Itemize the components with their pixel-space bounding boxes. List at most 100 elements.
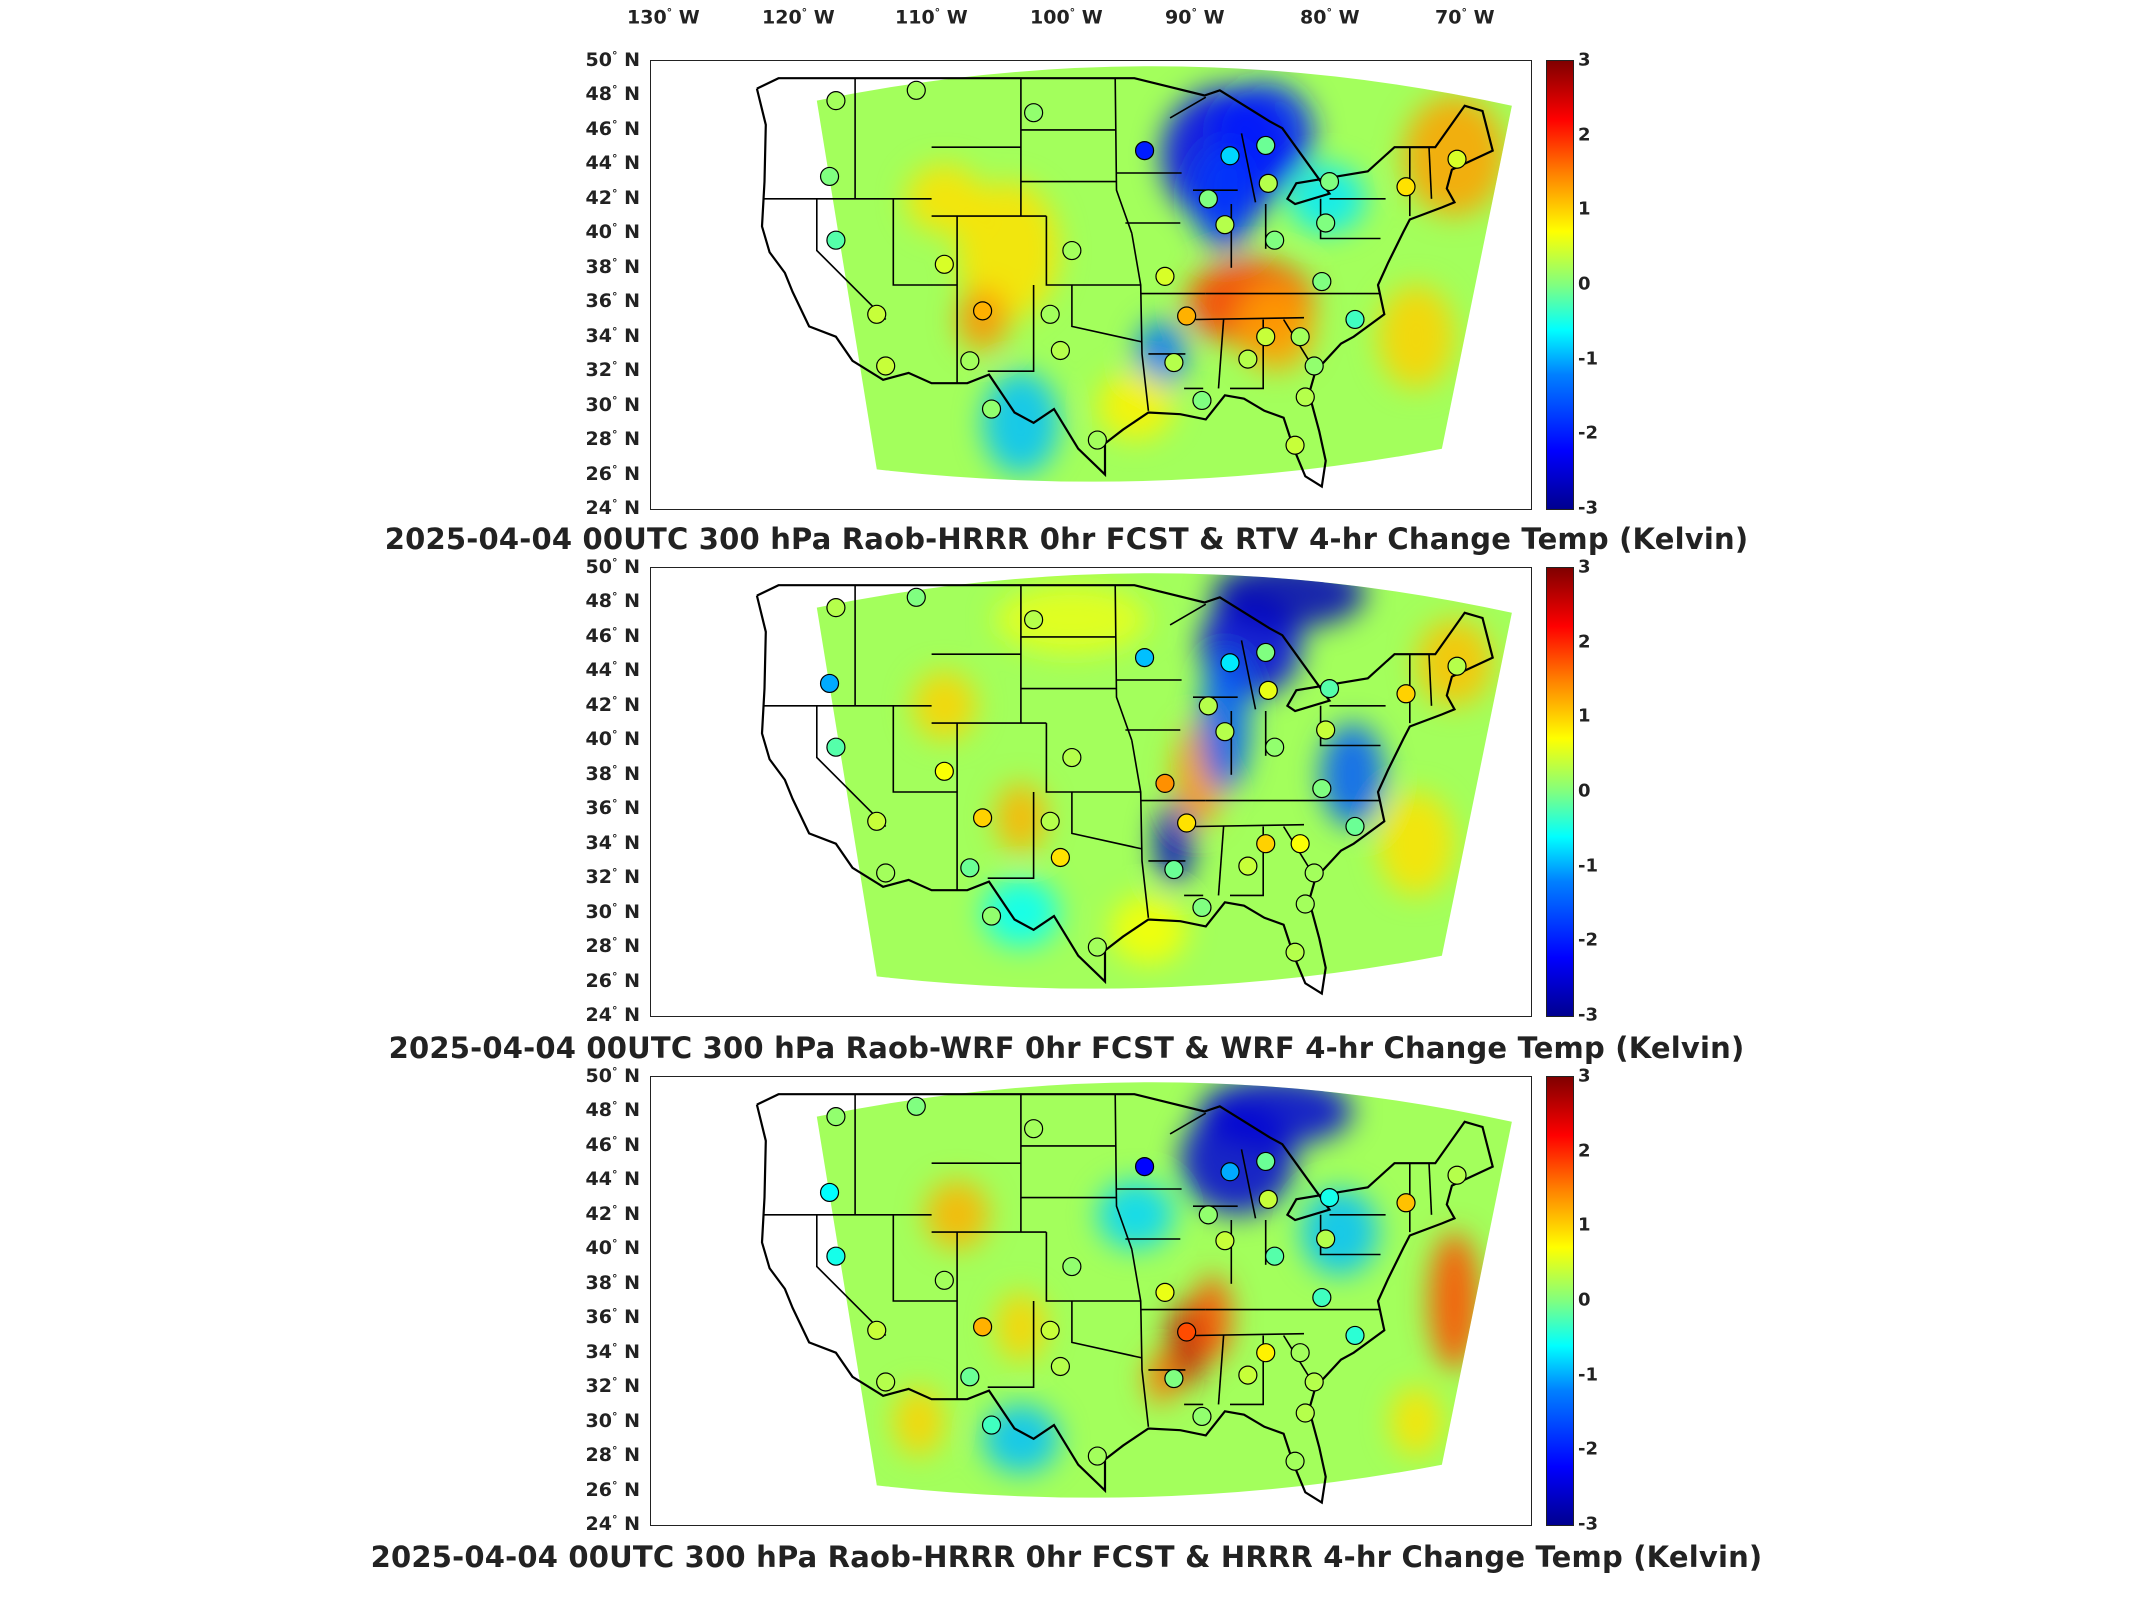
raob-station-marker <box>972 301 993 321</box>
state-boundary <box>1071 1301 1143 1359</box>
state-boundary <box>1428 654 1433 706</box>
raob-station-marker <box>1256 1151 1276 1172</box>
latitude-label: 46° N <box>585 624 640 648</box>
field-anomaly <box>1193 147 1257 251</box>
raob-station-marker <box>867 304 887 324</box>
map-frame <box>650 1076 1532 1526</box>
state-boundary <box>1071 285 1143 343</box>
raob-station-marker <box>826 1246 846 1266</box>
latitude-label: 34° N <box>585 1340 640 1363</box>
colorbar-tick-label: 1 <box>1578 198 1591 220</box>
latitude-label: 28° N <box>585 427 640 451</box>
raob-station-marker <box>1024 610 1044 630</box>
latitude-label: 32° N <box>585 1374 640 1398</box>
state-boundary <box>1217 826 1225 896</box>
raob-station-marker <box>1192 1406 1212 1427</box>
raob-station-marker <box>1345 309 1365 330</box>
field-anomaly <box>995 1292 1047 1362</box>
field-anomaly <box>982 878 1060 948</box>
state-boundary <box>1195 316 1305 321</box>
longitude-label: 100° W <box>1030 6 1103 29</box>
raob-station-marker <box>1164 352 1184 373</box>
longitude-label: 130° W <box>627 6 700 29</box>
raob-station-marker <box>1265 230 1285 250</box>
raob-station-marker <box>906 587 926 607</box>
raob-station-marker <box>1050 1356 1070 1377</box>
raob-station-marker <box>960 1367 980 1387</box>
raob-station-marker <box>1396 684 1416 704</box>
colorbar-tick-label: 3 <box>1578 556 1591 578</box>
longitude-label: 80° W <box>1300 6 1360 29</box>
raob-station-marker <box>1198 696 1218 716</box>
raob-station-marker <box>1256 642 1276 663</box>
raob-station-marker <box>1265 737 1285 757</box>
raob-station-marker <box>1238 856 1258 876</box>
colorbar-tick-label: -1 <box>1578 1364 1598 1386</box>
state-boundary <box>1240 133 1257 203</box>
colorbar-tick-label: 0 <box>1578 780 1591 802</box>
latitude-label: 24° N <box>585 1512 640 1536</box>
raob-station-marker <box>981 399 1002 419</box>
latitude-label: 24° N <box>585 1003 640 1027</box>
raob-station-marker <box>1345 1325 1365 1346</box>
colorbar <box>1546 60 1574 510</box>
raob-station-marker <box>1258 1189 1278 1209</box>
latitude-label: 46° N <box>585 117 640 141</box>
latitude-label: 38° N <box>585 762 640 785</box>
raob-station-marker <box>1062 240 1082 261</box>
raob-station-marker <box>934 254 954 274</box>
longitude-label: 110° W <box>895 6 968 29</box>
latitude-label: 34° N <box>585 831 640 854</box>
raob-stations <box>819 80 1467 455</box>
state-boundary <box>1045 723 1141 793</box>
raob-station-marker <box>1295 1403 1315 1423</box>
colorbar-tick-label: 3 <box>1578 49 1591 71</box>
latitude-label: 32° N <box>585 865 640 889</box>
raob-station-marker <box>1265 1246 1285 1266</box>
latitude-label: 50° N <box>585 555 640 579</box>
latitude-label: 26° N <box>585 1478 640 1501</box>
colorbar-tick-label: 2 <box>1578 124 1591 146</box>
raob-station-marker <box>1192 897 1212 918</box>
latitude-label: 42° N <box>585 186 640 210</box>
raob-station-marker <box>1062 747 1082 768</box>
raob-station-marker <box>1319 1188 1340 1208</box>
raob-station-marker <box>1164 1368 1184 1389</box>
colorbar-tick-label: 1 <box>1578 705 1591 727</box>
latitude-label: 48° N <box>585 1099 640 1122</box>
raob-station-marker <box>1198 189 1218 209</box>
raob-station-marker <box>819 166 840 187</box>
state-boundary <box>1319 705 1381 747</box>
colorbar-tick-label: -2 <box>1578 422 1598 444</box>
latitude-label: 34° N <box>585 324 640 347</box>
field-anomaly <box>982 371 1060 475</box>
field-anomaly <box>1390 1387 1442 1457</box>
field-anomaly <box>1193 1275 1232 1362</box>
state-boundary <box>816 1214 887 1337</box>
state-boundary <box>1131 740 1150 918</box>
panel-title: 2025-04-04 00UTC 300 hPa Raob-HRRR 0hr F… <box>370 1540 1763 1574</box>
raob-station-marker <box>1290 834 1310 854</box>
latitude-label: 46° N <box>585 1133 640 1157</box>
raob-station-marker <box>826 91 846 111</box>
raob-station-marker <box>1238 1365 1258 1385</box>
raob-station-marker <box>1087 1446 1107 1466</box>
raob-station-marker <box>1304 863 1324 883</box>
latitude-label: 38° N <box>585 1271 640 1294</box>
state-boundary <box>1169 96 1207 119</box>
raob-station-marker <box>1312 1287 1332 1308</box>
raob-station-marker <box>1215 722 1235 742</box>
raob-station-marker <box>934 1270 954 1290</box>
raob-stations <box>819 1096 1467 1471</box>
state-boundary <box>1195 823 1305 828</box>
colorbar-tick-label: 0 <box>1578 1289 1591 1311</box>
latitude-label: 44° N <box>585 1168 640 1191</box>
raob-station-marker <box>1256 834 1276 854</box>
raob-station-marker <box>1345 816 1365 837</box>
state-boundary <box>1319 1214 1381 1256</box>
raob-station-marker <box>1087 937 1107 957</box>
colorbar-tick-label: 3 <box>1578 1065 1591 1087</box>
state-boundary <box>1169 1112 1207 1135</box>
latitude-label: 36° N <box>585 290 640 313</box>
colorbar-tick-label: -3 <box>1578 1513 1598 1535</box>
